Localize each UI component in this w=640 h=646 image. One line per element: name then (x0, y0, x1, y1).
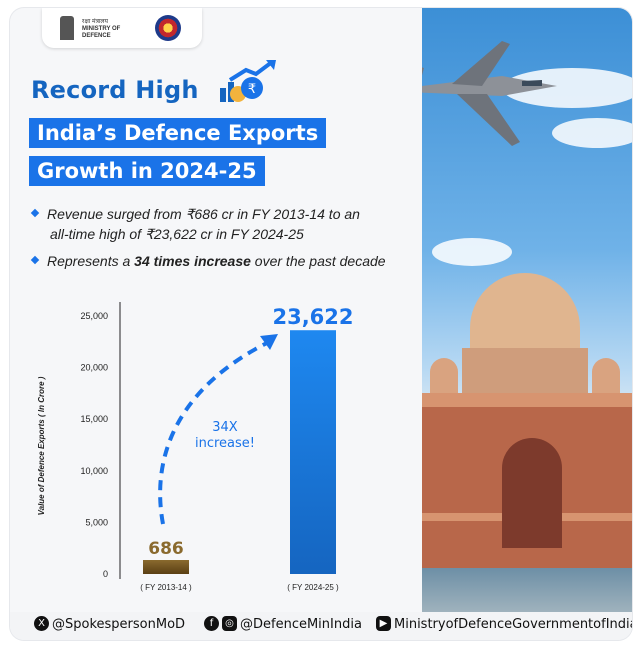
x-logo-icon: X (34, 616, 49, 631)
bullet-diamond-icon (30, 209, 40, 218)
bar-1 (290, 330, 336, 574)
bullet-increase-post: over the past decade (250, 253, 386, 269)
facebook-icon: f (204, 616, 219, 631)
y-tick-label: 20,000 (80, 363, 108, 373)
y-tick-label: 15,000 (80, 414, 108, 424)
photo-collage (422, 8, 632, 612)
fighter-jet-icon (422, 41, 557, 146)
youtube-handle: MinistryofDefenceGovernmentofIndia (394, 617, 632, 632)
footer-youtube[interactable]: ▶ MinistryofDefenceGovernmentofIndia (376, 616, 632, 632)
instagram-icon: ◎ (222, 616, 237, 631)
bullet-increase-bold: 34 times increase (134, 253, 251, 269)
record-high-title: Record High (31, 76, 199, 104)
headline-line2: Growth in 2024-25 (29, 156, 265, 186)
growth-arrowhead-icon (260, 334, 278, 350)
y-axis-label: Value of Defence Exports ( In Crore ) (37, 376, 46, 515)
bar-0 (143, 560, 189, 574)
footer-x[interactable]: X @SpokespersonMoD (34, 616, 186, 632)
growth-arrow (158, 337, 276, 525)
y-tick-label: 25,000 (80, 311, 108, 321)
fountain-pool (422, 568, 632, 612)
ministry-name-line2: DEFENCE (82, 33, 111, 39)
ministry-name: रक्षा मंत्रालय MINISTRY OF DEFENCE (82, 19, 120, 40)
y-tick-label: 0 (103, 569, 108, 579)
fb-insta-handle: @DefenceMinIndia (240, 617, 362, 632)
chart-svg: Value of Defence Exports ( In Crore ) 0 5… (37, 302, 354, 592)
bar-value-label: 23,622 (272, 305, 353, 329)
annotation-increase: increase! (195, 436, 255, 451)
building-band (422, 393, 632, 407)
headline-line1: India’s Defence Exports (29, 118, 327, 148)
youtube-icon: ▶ (376, 616, 391, 631)
ministry-name-hindi: रक्षा मंत्रालय (82, 19, 108, 25)
x-category-label: ( FY 2024-25 ) (287, 583, 339, 592)
defence-seal-icon (155, 15, 181, 41)
bullet-revenue-line1: Revenue surged from ₹686 cr in FY 2013-1… (47, 206, 360, 222)
bullet-diamond-icon (30, 256, 40, 265)
ministry-name-line1: MINISTRY OF (82, 26, 121, 32)
bar-value-label: 686 (148, 539, 184, 559)
national-emblem-icon (60, 16, 74, 40)
svg-text:₹: ₹ (248, 82, 256, 97)
cloud (552, 118, 632, 148)
archway (502, 438, 562, 548)
bullet-increase: Represents a 34 times increase over the … (30, 251, 386, 271)
ministry-logo-box: रक्षा मंत्रालय MINISTRY OF DEFENCE (42, 8, 202, 48)
y-tick-label: 5,000 (85, 517, 108, 527)
cloud (432, 238, 512, 266)
y-tick-label: 10,000 (80, 466, 108, 476)
social-footer: X @SpokespersonMoD f ◎ @DefenceMinIndia ▶ Mi… (10, 612, 632, 640)
infographic-card: रक्षा मंत्रालय MINISTRY OF DEFENCE Recor… (10, 8, 632, 640)
bullet-revenue: Revenue surged from ₹686 cr in FY 2013-1… (30, 204, 412, 244)
rupee-growth-icon: ₹ (220, 60, 276, 102)
annotation-34x: 34X (212, 420, 238, 435)
footer-fb-insta[interactable]: f ◎ @DefenceMinIndia (204, 616, 362, 632)
bullet-increase-pre: Represents a (47, 253, 135, 269)
x-handle: @SpokespersonMoD (52, 617, 186, 632)
bullet-revenue-line2: all-time high of ₹23,622 cr in FY 2024-2… (50, 226, 304, 242)
exports-bar-chart: Value of Defence Exports ( In Crore ) 0 5… (30, 284, 420, 604)
x-category-label: ( FY 2013-14 ) (140, 583, 192, 592)
